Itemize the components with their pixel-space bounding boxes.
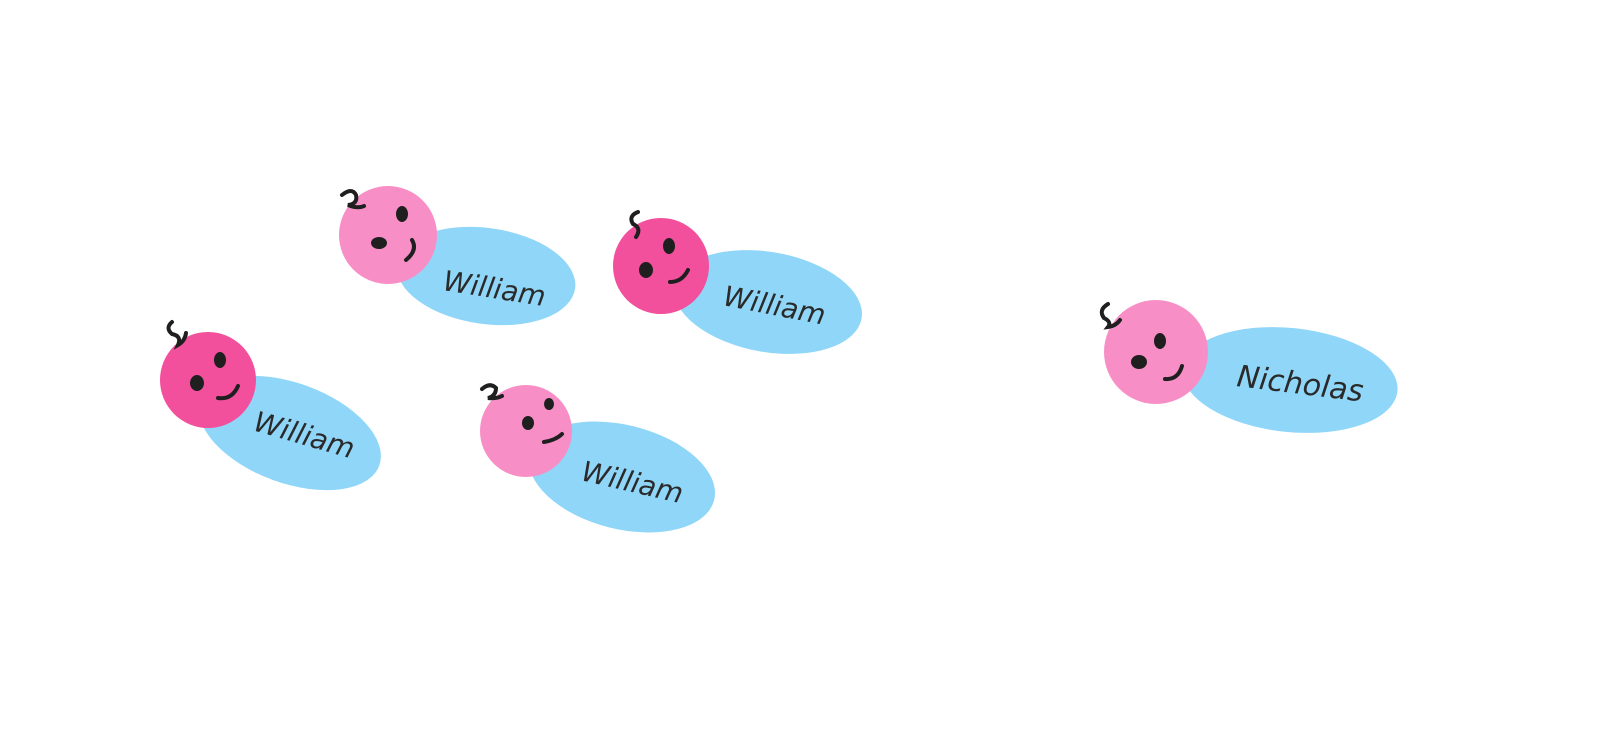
baby-figure: Nicholas (1099, 300, 1398, 433)
blanket-body (396, 226, 576, 326)
baby-face-icon (613, 210, 709, 314)
baby-face-icon (339, 186, 437, 284)
baby-figure: William (480, 383, 716, 533)
baby-figure: William (160, 320, 381, 491)
blanket-body (674, 250, 862, 354)
baby-face-icon (1099, 300, 1208, 404)
baby-face-icon (160, 320, 256, 428)
baby-figure: William (339, 186, 576, 326)
blanket-body (528, 421, 716, 533)
baby-figure: William (613, 210, 862, 354)
baby-face-icon (480, 383, 572, 477)
blanket-body (1182, 327, 1398, 433)
